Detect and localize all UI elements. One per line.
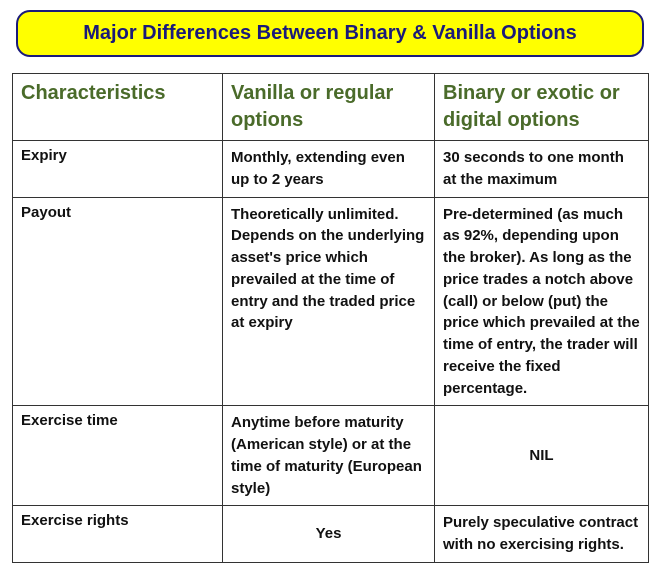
table-row: Payout Theoretically unlimited. Depends …	[13, 197, 649, 406]
row-label: Exercise time	[13, 406, 223, 506]
cell-binary: Pre-determined (as much as 92%, dependin…	[435, 197, 649, 406]
table-row: Exercise rights Yes Purely speculative c…	[13, 506, 649, 563]
cell-vanilla: Yes	[223, 506, 435, 563]
col-binary: Binary or exotic or digital options	[435, 74, 649, 141]
row-label: Exercise rights	[13, 506, 223, 563]
table-row: Exercise time Anytime before maturity (A…	[13, 406, 649, 506]
table-row: Expiry Monthly, extending even up to 2 y…	[13, 141, 649, 198]
row-label: Expiry	[13, 141, 223, 198]
table-header-row: Characteristics Vanilla or regular optio…	[13, 74, 649, 141]
title-banner: Major Differences Between Binary & Vanil…	[16, 10, 644, 57]
row-label: Payout	[13, 197, 223, 406]
col-vanilla: Vanilla or regular options	[223, 74, 435, 141]
cell-binary: 30 seconds to one month at the maximum	[435, 141, 649, 198]
table-body: Expiry Monthly, extending even up to 2 y…	[13, 141, 649, 563]
cell-binary: Purely speculative contract with no exer…	[435, 506, 649, 563]
cell-vanilla: Theoretically unlimited. Depends on the …	[223, 197, 435, 406]
cell-binary: NIL	[435, 406, 649, 506]
col-characteristics: Characteristics	[13, 74, 223, 141]
cell-vanilla: Monthly, extending even up to 2 years	[223, 141, 435, 198]
cell-vanilla: Anytime before maturity (American style)…	[223, 406, 435, 506]
comparison-table: Characteristics Vanilla or regular optio…	[12, 73, 649, 563]
